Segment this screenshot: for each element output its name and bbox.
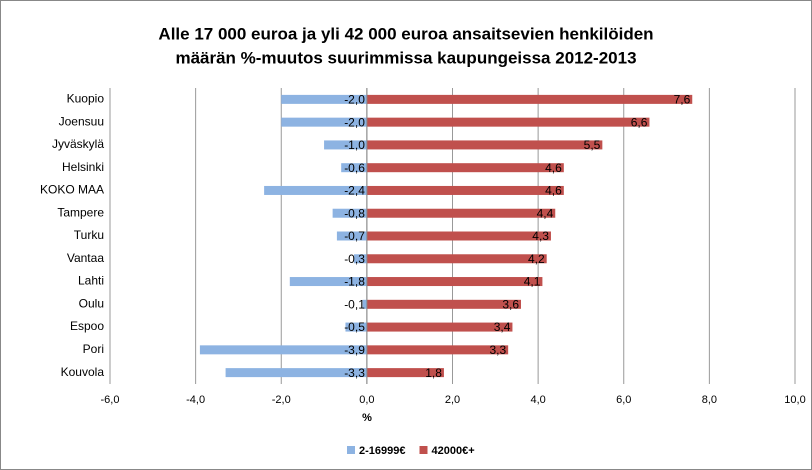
bar: [366, 254, 547, 264]
data-label: -1,0: [344, 138, 365, 152]
bar: [225, 368, 367, 378]
data-label: 7,6: [674, 93, 691, 107]
data-label: 4,3: [532, 229, 549, 243]
data-label: -3,3: [344, 366, 365, 380]
data-label: 4,6: [545, 161, 562, 175]
data-label: -0,3: [344, 252, 365, 266]
x-tick-label: 8,0: [702, 394, 717, 406]
data-label: 1,8: [425, 366, 442, 380]
bar: [366, 277, 543, 287]
legend-swatch: [347, 446, 355, 454]
bar: [366, 345, 509, 355]
bar: [366, 299, 521, 309]
chart-title-line: Alle 17 000 euroa ja yli 42 000 euroa an…: [158, 24, 653, 43]
bar: [366, 117, 650, 127]
data-label: 5,5: [584, 138, 601, 152]
bar: [336, 231, 367, 241]
legend-label: 2-16999€: [359, 445, 406, 457]
y-tick-label: Turku: [74, 228, 104, 242]
bar: [366, 368, 444, 378]
bar: [199, 345, 367, 355]
x-tick-label: -4,0: [186, 394, 205, 406]
data-label: -0,7: [344, 229, 365, 243]
y-tick-label: Helsinki: [62, 160, 104, 174]
data-label: 4,4: [537, 206, 554, 220]
chart-title-line: määrän %-muutos suurimmissa kaupungeissa…: [175, 48, 636, 67]
y-tick-label: Pori: [83, 342, 104, 356]
data-label: -0,1: [344, 297, 365, 311]
data-label: -3,9: [344, 343, 365, 357]
y-tick-label: Lahti: [78, 274, 104, 288]
data-label: -2,0: [344, 93, 365, 107]
bar: [345, 322, 367, 332]
legend-swatch: [419, 446, 428, 454]
data-label: -2,0: [344, 115, 365, 129]
y-tick-label: KOKO MAA: [40, 183, 104, 197]
bar: [366, 322, 513, 332]
bar: [341, 163, 367, 173]
bar: [366, 185, 564, 195]
y-tick-label: Joensuu: [59, 114, 104, 128]
y-tick-label: Kuopio: [67, 92, 105, 106]
bar: [366, 208, 556, 218]
data-label: -0,5: [344, 320, 365, 334]
bar: [281, 94, 367, 104]
bar: [324, 140, 367, 150]
x-tick-label: 10,0: [784, 394, 805, 406]
y-tick-label: Espoo: [70, 319, 104, 333]
y-tick-label: Jyväskylä: [52, 137, 104, 151]
bar: [366, 94, 693, 104]
y-tick-label: Oulu: [79, 296, 104, 310]
bar: [289, 277, 367, 287]
bar: [264, 185, 367, 195]
y-tick-label: Kouvola: [61, 365, 105, 379]
data-label: -1,8: [344, 275, 365, 289]
bar: [332, 208, 367, 218]
bar: [366, 140, 603, 150]
bar: [354, 254, 367, 264]
data-label: 3,4: [494, 320, 511, 334]
x-tick-label: 0,0: [359, 394, 374, 406]
bar: [366, 231, 551, 241]
legend-label: 42000€+: [432, 445, 475, 457]
data-label: 6,6: [631, 115, 648, 129]
x-tick-label: 4,0: [530, 394, 545, 406]
x-axis-label: %: [362, 412, 372, 424]
bar: [366, 163, 564, 173]
x-tick-label: -2,0: [272, 394, 291, 406]
data-label: -0,6: [344, 161, 365, 175]
y-tick-label: Tampere: [57, 205, 104, 219]
data-label: 3,6: [502, 297, 519, 311]
data-label: -0,8: [344, 206, 365, 220]
bar: [281, 117, 367, 127]
x-tick-label: -6,0: [101, 394, 120, 406]
y-tick-label: Vantaa: [67, 251, 104, 265]
data-label: -2,4: [344, 184, 365, 198]
bar: [362, 299, 367, 309]
data-label: 4,6: [545, 184, 562, 198]
x-tick-label: 2,0: [445, 394, 460, 406]
data-label: 4,2: [528, 252, 545, 266]
data-label: 3,3: [489, 343, 506, 357]
data-label: 4,1: [524, 275, 541, 289]
x-tick-label: 6,0: [616, 394, 631, 406]
